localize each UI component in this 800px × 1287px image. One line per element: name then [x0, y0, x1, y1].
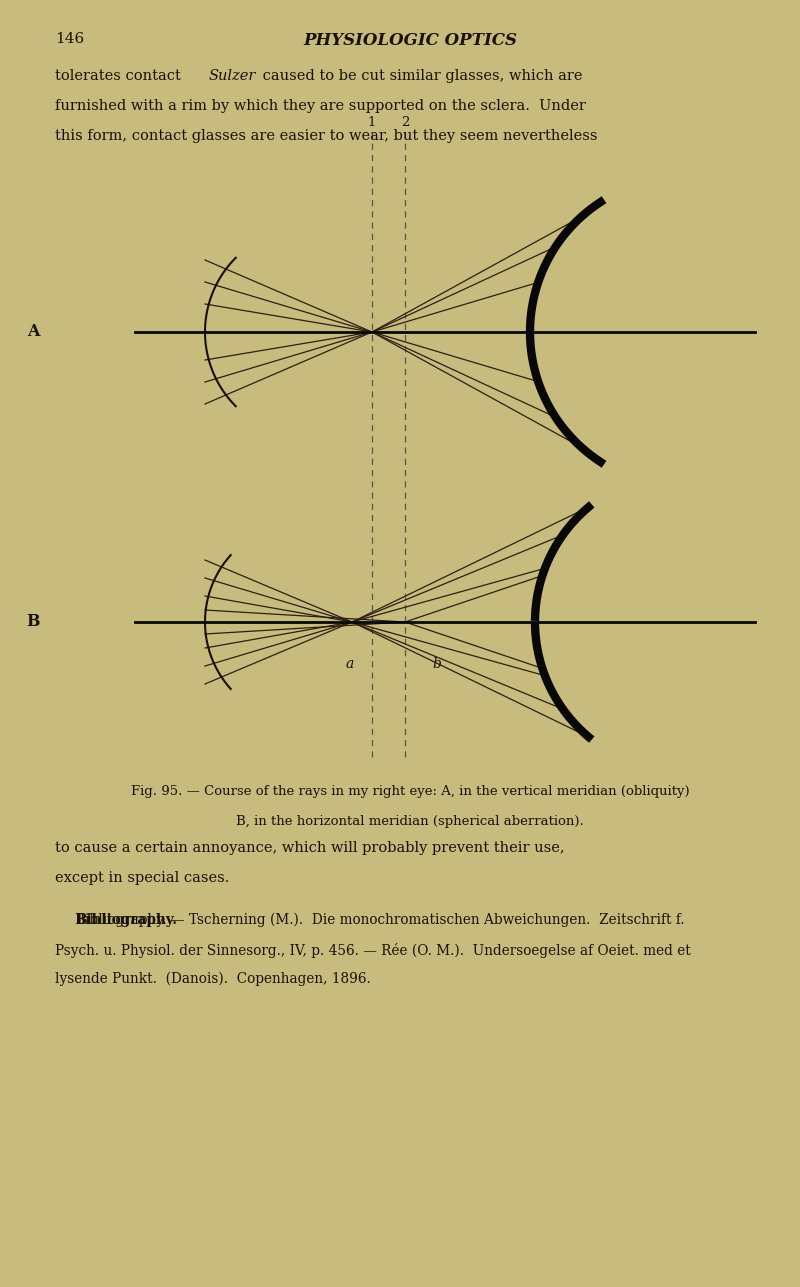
Text: a: a — [346, 656, 354, 671]
Text: except in special cases.: except in special cases. — [55, 871, 230, 885]
Text: Sulzer: Sulzer — [209, 69, 256, 82]
Text: 1: 1 — [368, 116, 376, 129]
Text: 146: 146 — [55, 32, 84, 46]
Text: 2: 2 — [401, 116, 409, 129]
Text: lysende Punkt.  (Danois).  Copenhagen, 1896.: lysende Punkt. (Danois). Copenhagen, 189… — [55, 972, 370, 986]
Text: caused to be cut similar glasses, which are: caused to be cut similar glasses, which … — [258, 69, 582, 82]
Text: Psych. u. Physiol. der Sinnesorg., IV, p. 456. — Rée (O. M.).  Undersoegelse af : Psych. u. Physiol. der Sinnesorg., IV, p… — [55, 942, 690, 958]
Text: B, in the horizontal meridian (spherical aberration).: B, in the horizontal meridian (spherical… — [236, 815, 584, 828]
Text: A: A — [27, 323, 40, 341]
Text: b: b — [433, 656, 442, 671]
Text: this form, contact glasses are easier to wear, but they seem nevertheless: this form, contact glasses are easier to… — [55, 129, 598, 143]
Text: tolerates contact: tolerates contact — [55, 69, 186, 82]
Text: Bibliography.: Bibliography. — [75, 912, 177, 927]
Text: furnished with a rim by which they are supported on the sclera.  Under: furnished with a rim by which they are s… — [55, 99, 586, 113]
Text: Bibliography. — Tscherning (M.).  Die monochromatischen Abweichungen.  Zeitschri: Bibliography. — Tscherning (M.). Die mon… — [75, 912, 685, 928]
Text: PHYSIOLOGIC OPTICS: PHYSIOLOGIC OPTICS — [303, 32, 517, 49]
Text: to cause a certain annoyance, which will probably prevent their use,: to cause a certain annoyance, which will… — [55, 840, 565, 855]
Text: B: B — [26, 614, 40, 631]
Text: Fig. 95. — Course of the rays in my right eye: A, in the vertical meridian (obli: Fig. 95. — Course of the rays in my righ… — [130, 785, 690, 798]
